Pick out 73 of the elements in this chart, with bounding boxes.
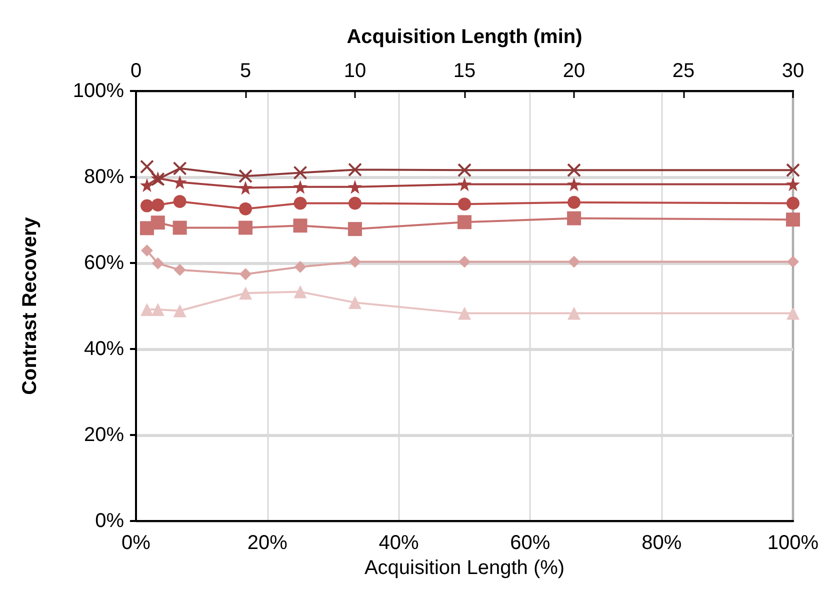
point	[567, 163, 582, 178]
x2-tick-label: 20	[562, 60, 586, 82]
y-tick-label: 40%	[84, 338, 124, 360]
point	[239, 202, 252, 216]
point	[787, 256, 799, 268]
y-tick-label: 80%	[84, 166, 124, 188]
point	[348, 196, 362, 210]
point	[293, 218, 308, 233]
point	[348, 162, 362, 177]
point	[293, 166, 308, 180]
point	[140, 199, 154, 212]
point	[173, 195, 186, 208]
point	[140, 302, 154, 316]
y-tick-label: 20%	[84, 424, 124, 446]
point	[568, 196, 581, 209]
x-tick-label: 60%	[510, 532, 550, 554]
y-tick-label: 60%	[84, 252, 124, 274]
point	[238, 169, 253, 184]
point	[458, 256, 470, 268]
point	[294, 285, 307, 298]
point	[151, 198, 164, 212]
point	[786, 306, 800, 320]
x2-tick-label: 5	[240, 60, 252, 82]
y-tick-label: 0%	[95, 510, 124, 532]
point	[348, 256, 361, 268]
point	[348, 222, 362, 236]
x-tick-label: 80%	[642, 532, 682, 554]
point	[458, 198, 471, 211]
point	[172, 175, 187, 190]
x-tick-label: 20%	[247, 532, 288, 554]
point	[294, 196, 307, 210]
point	[458, 215, 472, 230]
point	[568, 256, 580, 268]
x2-tick-label: 15	[453, 60, 476, 82]
point	[239, 286, 252, 300]
point	[151, 302, 164, 316]
point	[152, 257, 164, 270]
x-tick-label: 0%	[122, 532, 151, 554]
point	[240, 268, 252, 280]
x2-tick-label: 25	[672, 60, 695, 82]
x2-tick-label: 30	[782, 60, 804, 82]
point	[786, 212, 800, 227]
point	[140, 160, 154, 174]
x-tick-label: 40%	[378, 532, 420, 554]
point	[786, 196, 800, 210]
x2-axis-title: Acquisition Length (min)	[346, 26, 582, 48]
point	[173, 304, 186, 318]
y-axis-title: Contrast Recovery	[19, 216, 41, 395]
point	[150, 216, 165, 230]
point	[458, 163, 472, 178]
point	[238, 180, 253, 195]
point	[458, 306, 471, 320]
x-tick-label: 100%	[767, 532, 819, 554]
point	[786, 163, 800, 178]
x2-tick-label: 0	[130, 60, 142, 82]
point	[786, 177, 800, 192]
point	[348, 180, 362, 194]
point	[238, 220, 253, 235]
x2-tick-label: 10	[344, 60, 366, 82]
point	[140, 244, 153, 257]
point	[348, 296, 362, 310]
point	[293, 180, 308, 194]
y-tick-label: 100%	[72, 80, 124, 102]
point	[458, 177, 472, 192]
point	[172, 220, 187, 235]
point	[140, 178, 154, 192]
point	[568, 306, 581, 320]
point	[567, 177, 582, 192]
x-axis-title: Acquisition Length (%)	[364, 556, 565, 579]
point	[567, 211, 582, 226]
point	[174, 264, 186, 276]
point	[294, 260, 306, 273]
point	[172, 161, 187, 176]
